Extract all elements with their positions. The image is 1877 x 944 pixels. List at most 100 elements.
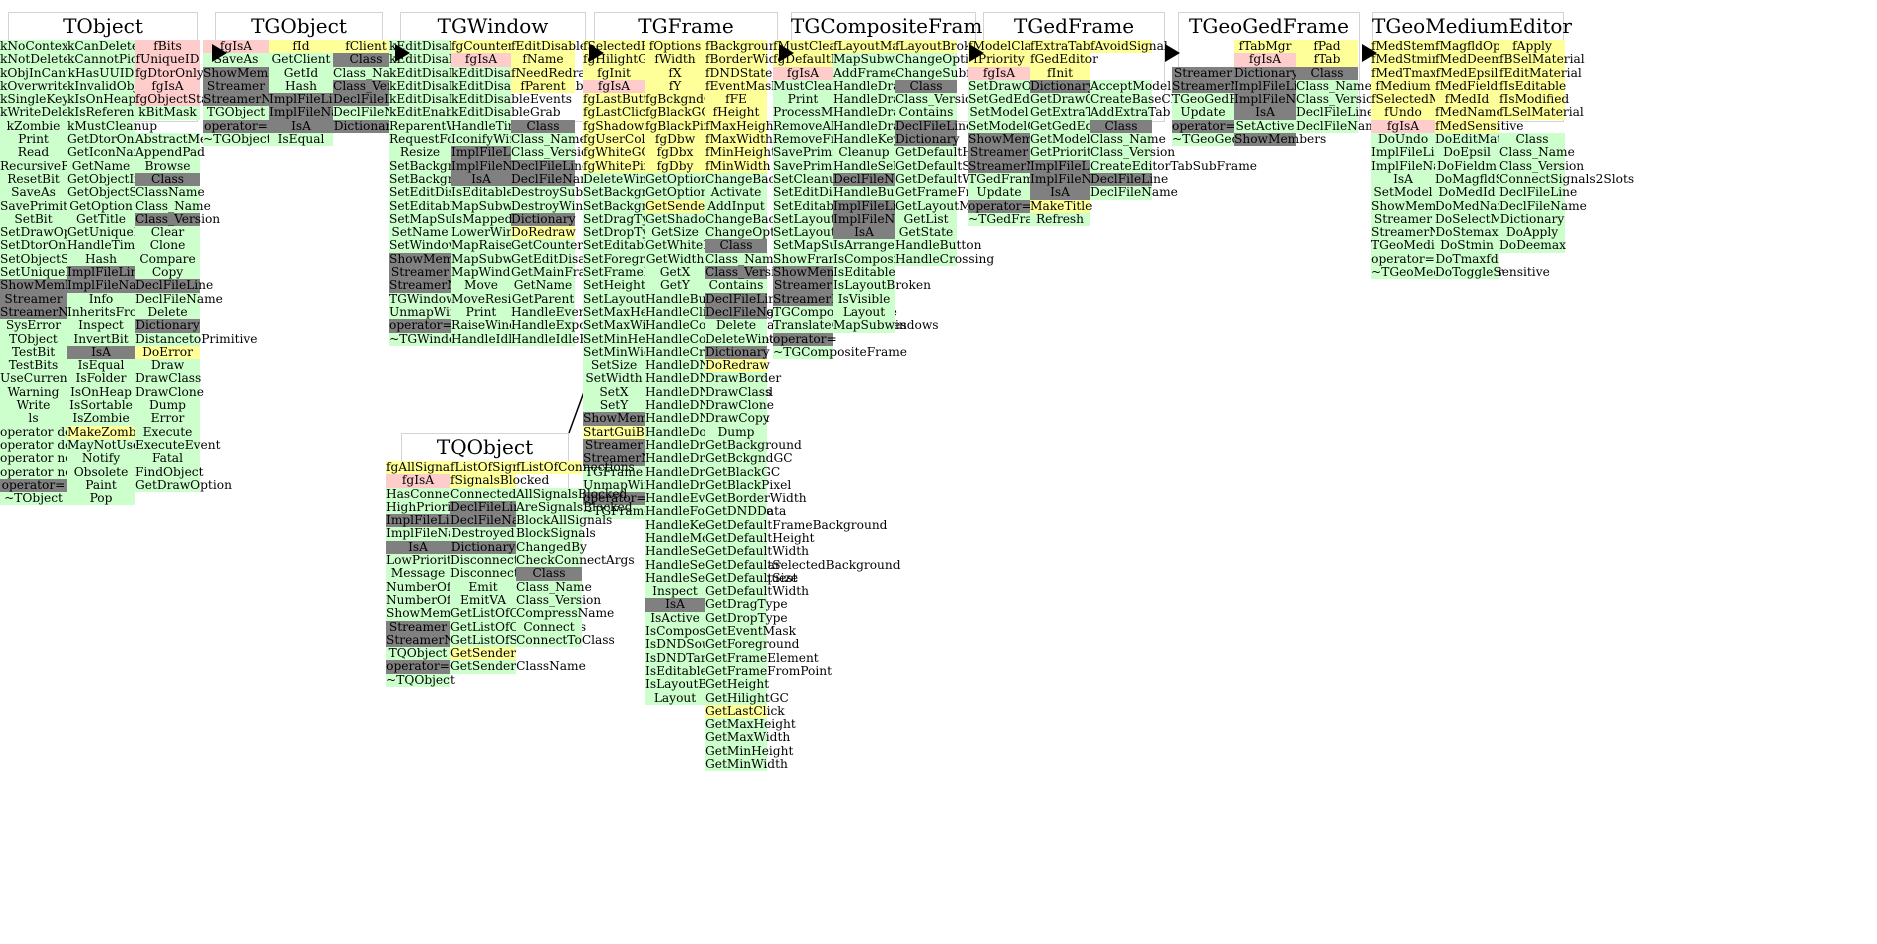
member-cell[interactable]: EmitVA <box>450 593 516 608</box>
member-cell[interactable]: HandleDNDLeave <box>645 398 757 413</box>
member-cell[interactable]: DeclFileLine <box>1499 185 1578 200</box>
member-cell[interactable]: GetList <box>895 212 957 227</box>
member-cell[interactable]: HandleDragDrop <box>645 437 752 453</box>
member-cell[interactable]: RemoveFrame <box>773 132 863 147</box>
member-cell[interactable]: fMagfldOption <box>1435 39 1525 54</box>
member-cell[interactable]: Class_Version <box>895 92 981 107</box>
member-cell[interactable]: HandleDragMotion <box>833 118 953 134</box>
member-cell[interactable]: HandleCrossing <box>895 251 995 267</box>
member-cell[interactable]: AddFrame <box>833 65 898 80</box>
member-cell[interactable]: kEditDisable <box>451 65 530 80</box>
member-cell[interactable]: Streamer <box>203 79 269 94</box>
member-cell[interactable]: kEditDisableGrab <box>451 105 561 120</box>
member-cell[interactable]: Dictionary <box>1499 211 1565 227</box>
member-cell[interactable]: HandleColormapChange <box>645 318 797 333</box>
member-cell[interactable]: operator= <box>583 491 647 506</box>
member-cell[interactable]: kCannotPick <box>67 52 146 67</box>
member-cell[interactable]: Inspect <box>645 584 705 599</box>
member-cell[interactable]: ChangeBackground <box>705 211 828 227</box>
member-cell[interactable]: ls <box>0 412 67 426</box>
member-cell[interactable]: kCanDelete <box>67 39 140 54</box>
member-cell[interactable]: kBitMask <box>135 106 200 120</box>
member-cell[interactable]: ImplFileName <box>1030 171 1119 187</box>
member-cell[interactable]: fMedDeemax <box>1435 52 1517 67</box>
member-cell[interactable]: Class <box>895 79 957 94</box>
member-cell[interactable]: fgInit <box>583 66 645 80</box>
member-cell[interactable]: StartGuiBuilding <box>583 424 688 439</box>
member-cell[interactable]: GetDefaultSize <box>705 570 799 586</box>
member-cell[interactable]: GetId <box>269 66 333 80</box>
member-cell[interactable]: HandleTimer <box>67 238 149 253</box>
member-cell[interactable]: fEditMaterial <box>1499 65 1582 80</box>
member-cell[interactable]: fNeedRedraw <box>511 65 597 80</box>
member-cell[interactable]: GetExtraTabs <box>1030 105 1115 120</box>
member-cell[interactable]: FindObject <box>135 464 204 479</box>
member-cell[interactable]: HandleExpose <box>511 318 601 333</box>
member-cell[interactable]: GetListOfConnections <box>450 620 586 634</box>
member-cell[interactable]: SetEditDisabled <box>389 185 489 200</box>
member-cell[interactable]: ShowFrame <box>773 251 848 267</box>
member-cell[interactable]: Obsolete <box>67 465 135 479</box>
member-cell[interactable]: TestBit <box>0 345 67 360</box>
member-cell[interactable]: SetModel <box>1371 185 1435 200</box>
member-cell[interactable]: fMedSensitive <box>1435 118 1524 134</box>
member-cell[interactable]: SysError <box>0 318 67 333</box>
member-cell[interactable]: IsA <box>645 598 705 612</box>
member-cell[interactable]: kIsOnHeap <box>67 92 137 107</box>
member-cell[interactable]: fSelectedMaterial <box>1371 92 1482 107</box>
member-cell[interactable]: ~TObject <box>0 491 67 506</box>
member-cell[interactable]: kNotDeleted <box>0 52 79 67</box>
member-cell[interactable]: kEditDisableEvents <box>451 92 572 107</box>
member-cell[interactable]: DoFieldm <box>1435 159 1499 173</box>
member-cell[interactable]: GetWhitePixel <box>645 238 734 253</box>
member-cell[interactable]: fTabMgr <box>1234 39 1296 54</box>
member-cell[interactable]: GetDefaultWidth <box>705 544 810 559</box>
member-cell[interactable]: Class <box>705 239 767 253</box>
member-cell[interactable]: ImplFileName <box>833 211 922 227</box>
member-cell[interactable]: SetBackgroundPixmap <box>583 199 724 213</box>
member-cell[interactable]: Dictionary <box>450 539 516 555</box>
member-cell[interactable]: IsA <box>386 540 450 555</box>
member-cell[interactable]: DrawClone <box>135 384 204 400</box>
member-cell[interactable]: fgIsA <box>386 473 450 488</box>
member-cell[interactable]: IsLayoutBroken <box>645 677 743 692</box>
member-cell[interactable]: DoRedraw <box>705 358 770 373</box>
member-cell[interactable]: ResetBit <box>0 172 67 187</box>
member-cell[interactable]: Class_Name <box>1296 78 1372 94</box>
member-cell[interactable]: kSingleKey <box>0 92 70 107</box>
member-cell[interactable]: HandleIdleEvent <box>451 331 556 346</box>
member-cell[interactable]: Draw <box>135 358 200 373</box>
member-cell[interactable]: fAvoidSignal <box>1090 39 1168 54</box>
member-cell[interactable]: ImplFileLine <box>386 513 465 528</box>
member-cell[interactable]: ChangeSubframesBackground <box>895 66 1084 80</box>
member-cell[interactable]: MustCleanup <box>773 78 856 94</box>
member-cell[interactable]: TGeoMediumEditor <box>1371 238 1493 253</box>
member-cell[interactable]: fgObjectStat <box>135 92 214 107</box>
member-cell[interactable]: UseCurrentStyle <box>0 371 104 386</box>
member-cell[interactable]: fMedEpsil <box>1435 65 1499 80</box>
member-cell[interactable]: fgShadowGC <box>583 118 664 134</box>
member-cell[interactable]: kHasUUID <box>67 65 135 80</box>
member-cell[interactable]: fFE <box>705 92 767 107</box>
member-cell[interactable]: SetName <box>389 225 451 240</box>
member-cell[interactable]: Delete <box>705 318 767 333</box>
member-cell[interactable]: GetDefaultFrameBackground <box>705 517 888 532</box>
member-cell[interactable]: Update <box>968 185 1030 200</box>
member-cell[interactable]: kObjInCanvas <box>0 65 87 80</box>
member-cell[interactable]: fgBlackGC <box>645 105 711 120</box>
member-cell[interactable]: kWriteDelete <box>0 105 82 120</box>
member-cell[interactable]: GetListOfSignals <box>450 632 555 648</box>
member-cell[interactable]: ImplFileLine <box>451 145 530 160</box>
member-cell[interactable]: GetOption <box>67 199 135 213</box>
member-cell[interactable]: LowPriority <box>386 553 459 568</box>
member-cell[interactable]: DoSelectMaterial <box>1435 211 1544 227</box>
member-cell[interactable]: kZombie <box>0 119 67 134</box>
member-cell[interactable]: SetUniqueID <box>0 265 80 280</box>
member-cell[interactable]: MapSubwindows <box>451 251 557 267</box>
member-cell[interactable]: SetLayoutBroken <box>583 291 691 306</box>
member-cell[interactable]: Error <box>135 412 200 426</box>
member-cell[interactable]: Pop <box>67 491 135 506</box>
member-cell[interactable]: HandleIdleEvent <box>511 331 616 346</box>
member-cell[interactable]: TestBits <box>0 358 67 373</box>
member-cell[interactable]: GetName <box>511 279 575 293</box>
